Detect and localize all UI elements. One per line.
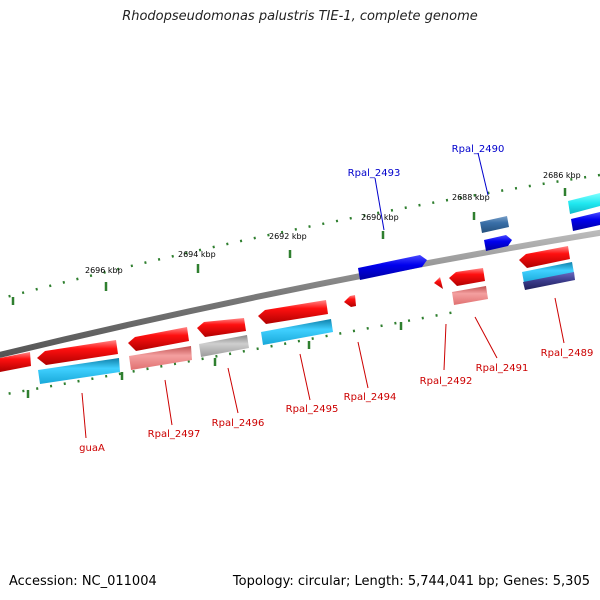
gene-label-rpal-2490: Rpal_2490 [452,144,505,155]
tick-label-2694: 2694 kbp [178,250,216,259]
leader-rpal-2493 [374,177,385,231]
leader-rpal-2495 [299,353,311,401]
leader-rpal-2490 [477,152,489,196]
gene-label-rpal-2493: Rpal_2493 [348,168,401,179]
tick-label-2692: 2692 kbp [269,232,307,241]
topology-text: Topology: circular; Length: 5,744,041 bp… [232,574,590,589]
scale-ticks [11,188,567,305]
gene-arrow-rpal-2496 [197,318,246,337]
gene-arrow-rpal-2494 [344,295,356,307]
tick-label-2688: 2688 kbp [452,193,490,202]
gene-arrow-aqua [568,193,600,214]
gene-label-rpal-2491: Rpal_2491 [476,363,529,374]
gene-arrow-guaa [37,340,118,365]
leader-rpal-2489 [554,297,565,344]
tick-label-2686: 2686 kbp [543,171,581,180]
gene-box-gray [199,335,249,357]
gene-arrow-blue-edge [571,212,600,231]
gene-arrow-rpal-2489 [519,246,570,268]
tick-label-2696: 2696 kbp [85,266,123,275]
tick-label-2690: 2690 kbp [361,213,399,222]
gene-label-rpal-2496: Rpal_2496 [212,418,265,429]
gene-box-cyan-3 [522,262,574,283]
gene-arrow-rpal-2495 [258,300,328,324]
gene-box-navy [523,272,575,290]
gene-arrow-edge [0,352,31,372]
gene-label-rpal-2497: Rpal_2497 [148,429,201,440]
gene-arrow-rpal-2492 [449,268,485,286]
scale-track [0,173,600,300]
gene-label-rpal-2492: Rpal_2492 [420,376,473,387]
leader-rpal-2496 [227,367,239,414]
gene-label-rpal-2495: Rpal_2495 [286,404,339,415]
gene-arrow-steel [480,216,509,233]
lower-ticks [26,322,403,398]
leader-rpal-2491 [474,316,498,359]
gene-box-cyan-1 [38,358,120,384]
gene-label-guaa: guaA [79,443,105,454]
leader-guaa [81,392,87,439]
accession-text: Accession: NC_011004 [9,574,157,589]
lower-scale-track [0,310,456,397]
leader-rpal-2492 [443,323,447,371]
gene-arrow-rpal-2490 [484,235,512,251]
gene-box-pink-1 [129,346,192,370]
gene-box-cyan-2 [261,319,333,345]
gene-arrow-rpal-2493 [358,255,427,280]
gene-label-rpal-2489: Rpal_2489 [541,348,594,359]
leader-rpal-2494 [357,341,369,389]
gene-arrow-rpal-2492-small [434,277,443,289]
gene-label-rpal-2494: Rpal_2494 [344,392,397,403]
gene-arrow-rpal-2497 [128,327,189,351]
map-title: Rhodopseudomonas palustris TIE-1, comple… [122,9,478,24]
gene-box-pink-2 [452,286,488,305]
leader-rpal-2497 [164,379,173,426]
genome-backbone [0,229,600,358]
